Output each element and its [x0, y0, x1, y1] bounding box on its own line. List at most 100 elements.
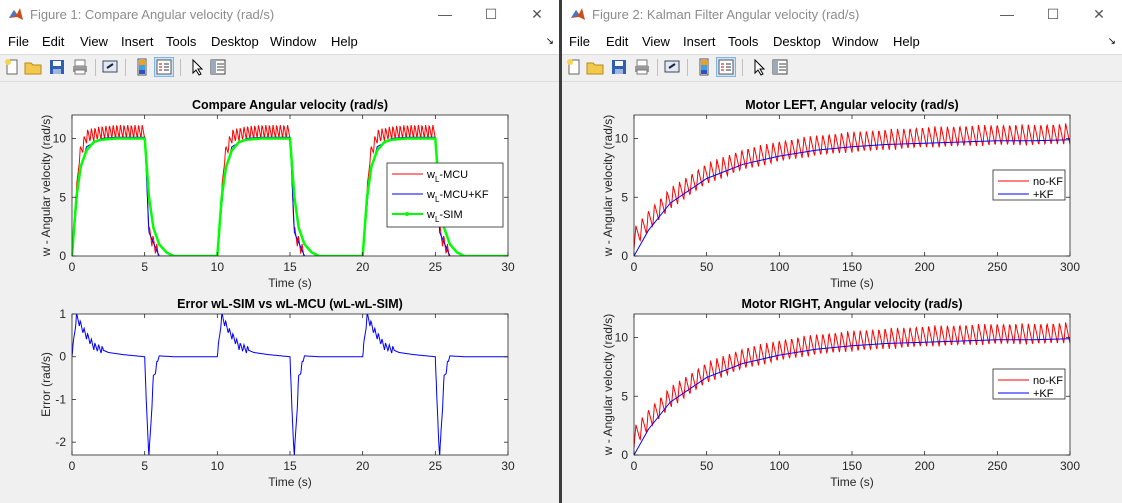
series-line-1: [72, 314, 508, 455]
axes-motor-left: 0 50 100 150 200 250 300 0 5 10 Motor LEFT, Angula…: [601, 98, 1080, 290]
open-folder-icon[interactable]: [24, 58, 42, 76]
close-button[interactable]: ✕: [1093, 6, 1105, 22]
window-divider: [559, 0, 563, 503]
menu-bar: File Edit View Insert Tools Desktop Wind…: [0, 28, 560, 54]
menu-view[interactable]: View: [642, 34, 670, 49]
dock-arrow-icon[interactable]: ↘: [545, 36, 554, 47]
menu-window[interactable]: Window: [832, 34, 879, 49]
x-tick-label: 20: [356, 260, 370, 274]
menu-edit[interactable]: Edit: [606, 34, 629, 49]
menu-file[interactable]: File: [8, 34, 29, 49]
pointer-icon[interactable]: [188, 58, 206, 76]
property-editor-icon[interactable]: [771, 58, 789, 76]
link-icon[interactable]: [663, 58, 681, 76]
menu-insert[interactable]: Insert: [121, 34, 154, 49]
figure-window-2: Figure 2: Kalman Filter Angular velocity…: [562, 0, 1122, 503]
series-group: [72, 125, 508, 256]
legend-icon[interactable]: [154, 57, 174, 77]
maximize-button[interactable]: ☐: [1046, 6, 1060, 22]
colorbar-icon[interactable]: [695, 58, 713, 76]
menu-view[interactable]: View: [80, 34, 108, 49]
x-tick-label: 100: [769, 260, 789, 274]
x-tick-label: 0: [69, 260, 76, 274]
toolbar-separator: [742, 59, 743, 76]
save-icon[interactable]: [48, 58, 66, 76]
toolbar-separator: [687, 59, 688, 76]
series-line-2: [634, 139, 1070, 256]
open-folder-icon[interactable]: [586, 58, 604, 76]
colorbar-icon[interactable]: [133, 58, 151, 76]
toolbar: [0, 54, 560, 82]
axes-compare-angular-velocity: 0 5 10 15 20 25 30 0 5 10 Compare Angular velocity…: [39, 98, 515, 290]
x-tick-label: 25: [429, 260, 443, 274]
legend-label-1: wL-MCU: [426, 169, 468, 184]
x-tick-label: 0: [69, 459, 76, 473]
link-icon[interactable]: [101, 58, 119, 76]
menu-file[interactable]: File: [569, 34, 590, 49]
legend-label-3: wL-SIM: [426, 209, 463, 224]
minimize-button[interactable]: —: [438, 6, 452, 22]
title-bar: Figure 1: Compare Angular velocity (rad/…: [0, 0, 560, 28]
chart-title: Motor RIGHT, Angular velocity (rad/s): [741, 297, 962, 311]
y-axis-label: w - Angular velocity (rad/s): [601, 115, 615, 257]
menu-insert[interactable]: Insert: [683, 34, 716, 49]
x-tick-label: 20: [356, 459, 370, 473]
pointer-icon[interactable]: [750, 58, 768, 76]
matlab-logo-icon: [571, 8, 585, 20]
x-axis-label: Time (s): [268, 475, 312, 489]
figure-window-1: Figure 1: Compare Angular velocity (rad/…: [0, 0, 560, 503]
property-editor-icon[interactable]: [209, 58, 227, 76]
menu-help[interactable]: Help: [331, 34, 358, 49]
window-title: Figure 1: Compare Angular velocity (rad/…: [30, 7, 275, 22]
matlab-logo-icon: [9, 8, 23, 20]
legend-box: [386, 162, 504, 228]
menu-desktop[interactable]: Desktop: [773, 34, 821, 49]
close-button[interactable]: ✕: [531, 6, 543, 22]
new-figure-icon[interactable]: [3, 58, 21, 76]
save-icon[interactable]: [610, 58, 628, 76]
y-tick-label: 10: [615, 331, 629, 345]
y-tick-label: 0: [621, 249, 628, 263]
menu-window[interactable]: Window: [270, 34, 317, 49]
toolbar-separator: [125, 59, 126, 76]
series-line-3: [72, 137, 508, 256]
menu-edit[interactable]: Edit: [42, 34, 65, 49]
x-tick-label: 15: [283, 260, 297, 274]
x-tick-label: 25: [429, 459, 443, 473]
legend-label-2: wL-MCU+KF: [426, 189, 489, 204]
dock-arrow-icon[interactable]: ↘: [1107, 36, 1116, 47]
legend-label-2: +KF: [1033, 388, 1054, 400]
x-tick-label: 250: [987, 260, 1007, 274]
legend: no-KF+KF: [992, 368, 1066, 400]
x-tick-label: 200: [915, 260, 935, 274]
legend-marker: [405, 212, 409, 216]
menu-desktop[interactable]: Desktop: [211, 34, 259, 49]
legend-label-1: no-KF: [1033, 176, 1063, 188]
menu-help[interactable]: Help: [893, 34, 920, 49]
series-group: [72, 314, 508, 455]
x-tick-label: 5: [141, 459, 148, 473]
menu-bar: File Edit View Insert Tools Desktop Wind…: [562, 28, 1122, 54]
menu-tools[interactable]: Tools: [166, 34, 197, 49]
new-figure-icon[interactable]: [565, 58, 583, 76]
axes-motor-right: 0 50 100 150 200 250 300 0 5 10 Motor RIGHT, Angul…: [601, 297, 1080, 489]
legend-icon[interactable]: [716, 57, 736, 77]
maximize-button[interactable]: ☐: [484, 6, 498, 22]
x-tick-label: 150: [842, 260, 862, 274]
x-axis-label: Time (s): [830, 475, 874, 489]
y-axis-label: Error (rad/s): [39, 352, 53, 417]
series-line-2: [634, 338, 1070, 455]
title-bar: Figure 2: Kalman Filter Angular velocity…: [562, 0, 1122, 28]
minimize-button[interactable]: —: [1000, 6, 1014, 22]
print-icon[interactable]: [71, 58, 89, 76]
y-tick-label: 1: [59, 307, 66, 321]
x-tick-label: 50: [700, 459, 714, 473]
print-icon[interactable]: [633, 58, 651, 76]
y-tick-label: 10: [53, 132, 67, 146]
legend-label-1: no-KF: [1033, 375, 1063, 387]
x-axis-label: Time (s): [268, 276, 312, 290]
series-line-1: [634, 123, 1070, 249]
menu-tools[interactable]: Tools: [728, 34, 759, 49]
chart-title: Error wL-SIM vs wL-MCU (wL-wL-SIM): [177, 297, 403, 311]
chart-title: Motor LEFT, Angular velocity (rad/s): [745, 98, 958, 112]
